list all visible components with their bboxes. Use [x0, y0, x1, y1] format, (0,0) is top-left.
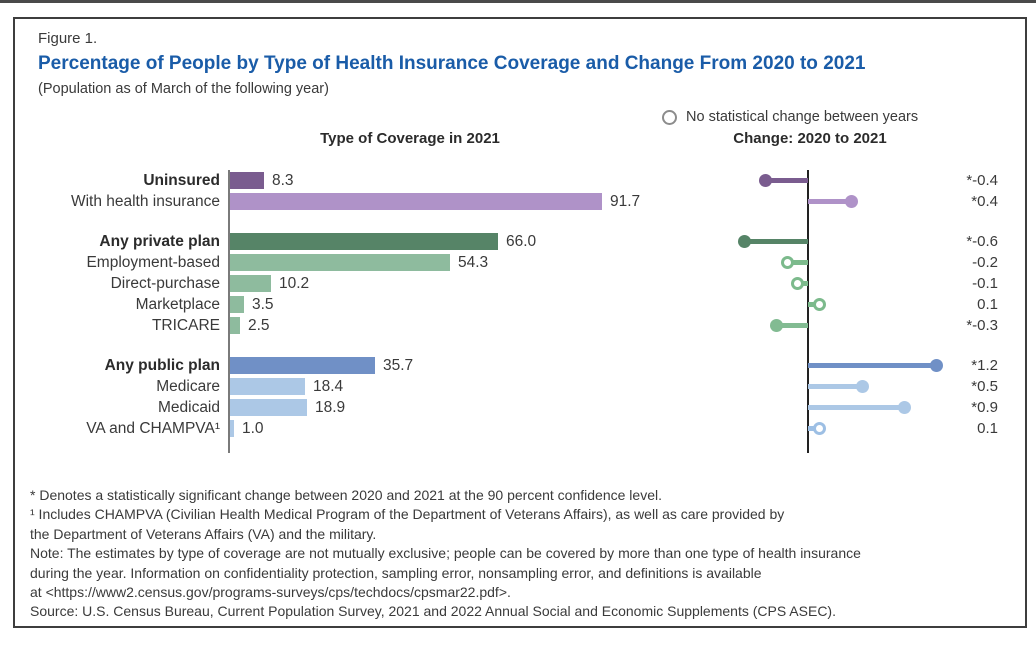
change-value-label: 0.1 — [977, 420, 998, 437]
footnote-line: * Denotes a statistically significant ch… — [30, 487, 662, 503]
filled-circle-marker-icon — [769, 319, 783, 332]
footnotes: * Denotes a statistically significant ch… — [30, 486, 1010, 622]
category-label: Direct-purchase — [110, 275, 220, 292]
filled-circle-marker-icon — [929, 359, 943, 372]
change-value-label: *-0.6 — [966, 233, 998, 250]
bar-axis — [228, 170, 230, 453]
coverage-bar — [230, 254, 450, 271]
right-panel-header: Change: 2020 to 2021 — [733, 130, 887, 147]
bar-value-label: 10.2 — [279, 275, 310, 292]
chart-row: Medicaid 18.9 *0.9 — [20, 397, 1016, 418]
bar-value-label: 66.0 — [506, 233, 537, 250]
chart-row: Direct-purchase 10.2 -0.1 — [20, 273, 1016, 294]
coverage-bar — [230, 296, 244, 313]
chart-area: Uninsured 8.3 *-0.4 With health insurance 91… — [20, 170, 1016, 453]
change-stem — [765, 178, 808, 183]
bar-value-label: 3.5 — [252, 296, 274, 313]
chart-row: Any private plan 66.0 *-0.6 — [20, 231, 1016, 252]
filled-circle-marker-icon — [897, 401, 911, 414]
change-value-label: 0.1 — [977, 296, 998, 313]
coverage-bar — [230, 357, 375, 374]
figure-number: Figure 1. — [38, 30, 98, 47]
open-circle-icon — [662, 109, 677, 125]
open-circle-marker-icon — [790, 277, 804, 290]
chart-row: Medicare 18.4 *0.5 — [20, 376, 1016, 397]
group-gap — [20, 212, 1016, 231]
bar-value-label: 35.7 — [383, 357, 414, 374]
category-label: With health insurance — [70, 193, 220, 210]
bar-value-label: 54.3 — [458, 254, 489, 271]
coverage-bar — [230, 172, 264, 189]
chart-row: Employment-based 54.3 -0.2 — [20, 252, 1016, 273]
category-label: Any public plan — [104, 357, 220, 374]
coverage-bar — [230, 275, 271, 292]
top-rule — [0, 0, 1036, 3]
open-circle-marker-icon — [812, 422, 826, 435]
figure-title: Percentage of People by Type of Health I… — [38, 53, 866, 74]
category-label: Any private plan — [99, 233, 220, 250]
change-stem — [776, 323, 808, 328]
change-value-label: *0.5 — [971, 378, 998, 395]
group-gap — [20, 336, 1016, 355]
footnote-line: the Department of Veterans Affairs (VA) … — [30, 525, 377, 542]
category-label: Uninsured — [143, 172, 220, 189]
chart-row: Any public plan 35.7 *1.2 — [20, 355, 1016, 376]
figure-frame — [13, 17, 1027, 628]
category-label: Medicare — [156, 378, 220, 395]
change-stem — [808, 363, 936, 368]
bar-value-label: 2.5 — [248, 317, 270, 334]
change-value-label: -0.2 — [972, 254, 998, 271]
legend-label: No statistical change between years — [686, 109, 919, 125]
change-value-label: *0.4 — [971, 193, 998, 210]
category-label: Medicaid — [157, 399, 220, 416]
footnote-line: during the year. Information on confiden… — [30, 564, 762, 581]
coverage-bar — [230, 378, 305, 395]
filled-circle-marker-icon — [844, 195, 858, 208]
change-value-label: *-0.3 — [966, 317, 998, 334]
coverage-bar — [230, 420, 234, 437]
coverage-bar — [230, 193, 602, 210]
change-value-label: *-0.4 — [966, 172, 998, 189]
footnote-line: ¹ Includes CHAMPVA (Civilian Health Medi… — [30, 506, 785, 523]
bar-value-label: 18.4 — [313, 378, 344, 395]
change-axis — [807, 170, 809, 453]
chart-row: TRICARE 2.5 *-0.3 — [20, 315, 1016, 336]
open-circle-marker-icon — [812, 298, 826, 311]
change-value-label: -0.1 — [972, 275, 998, 292]
bar-value-label: 1.0 — [242, 420, 264, 437]
chart-row: Marketplace 3.5 0.1 — [20, 294, 1016, 315]
change-value-label: *0.9 — [971, 399, 998, 416]
chart-rows: Uninsured 8.3 *-0.4 With health insurance 91… — [20, 170, 1016, 439]
coverage-bar — [230, 233, 498, 250]
change-value-label: *1.2 — [971, 357, 998, 374]
bar-value-label: 18.9 — [315, 399, 346, 416]
bar-value-label: 91.7 — [610, 193, 641, 210]
category-label: Employment-based — [86, 254, 220, 271]
figure-subtitle: (Population as of March of the following… — [38, 81, 329, 97]
category-label: VA and CHAMPVA¹ — [86, 420, 220, 437]
chart-row: Uninsured 8.3 *-0.4 — [20, 170, 1016, 191]
open-circle-marker-icon — [780, 256, 794, 269]
filled-circle-marker-icon — [737, 235, 751, 248]
change-stem — [808, 384, 862, 389]
footnote-line: Source: U.S. Census Bureau, Current Popu… — [30, 603, 836, 620]
change-stem — [808, 405, 904, 410]
left-panel-header: Type of Coverage in 2021 — [320, 130, 500, 147]
change-stem — [808, 199, 851, 204]
change-stem — [787, 260, 808, 265]
footnote-line: Note: The estimates by type of coverage … — [30, 545, 861, 562]
coverage-bar — [230, 399, 307, 416]
bar-value-label: 8.3 — [272, 172, 294, 189]
category-label: TRICARE — [151, 317, 220, 334]
category-label: Marketplace — [135, 296, 220, 313]
coverage-bar — [230, 317, 240, 334]
chart-row: VA and CHAMPVA¹ 1.0 0.1 — [20, 418, 1016, 439]
legend: No statistical change between years — [662, 109, 918, 125]
chart-row: With health insurance 91.7 *0.4 — [20, 191, 1016, 212]
change-stem — [744, 239, 808, 244]
filled-circle-marker-icon — [855, 380, 869, 393]
filled-circle-marker-icon — [758, 174, 772, 187]
footnote-line: at <https://www2.census.gov/programs-sur… — [30, 584, 511, 601]
